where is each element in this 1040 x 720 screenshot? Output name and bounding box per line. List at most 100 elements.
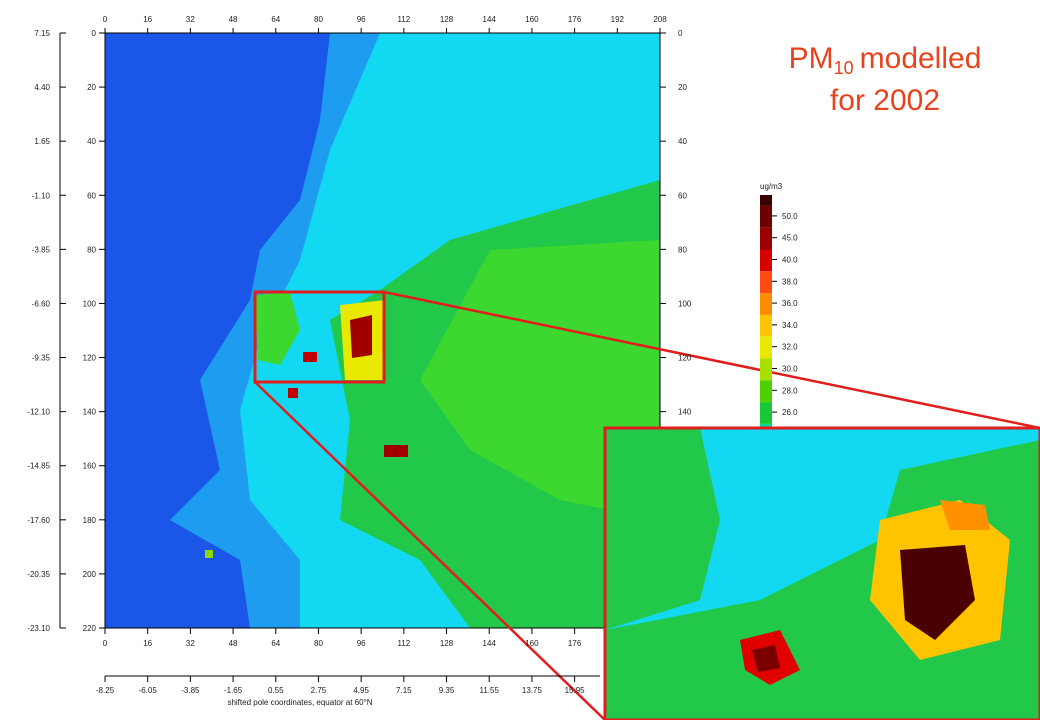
title-rest: modelled: [860, 42, 982, 75]
left-tick-label: 120: [83, 354, 97, 363]
colorbar-swatch: [760, 195, 772, 206]
colorbar-label: 50.0: [782, 212, 798, 221]
colorbar-swatch: [760, 227, 772, 250]
left-coord-label: 1.65: [34, 137, 50, 146]
top-tick-label: 144: [483, 15, 497, 24]
title: PM10 modelled: [789, 42, 982, 78]
colorbar-swatch: [760, 380, 772, 403]
colorbar-label: 32.0: [782, 343, 798, 352]
top-tick-label: 32: [186, 15, 195, 24]
left-tick-label: 60: [87, 191, 96, 200]
left-coord-label: 4.40: [34, 83, 50, 92]
bottom-coord-label: 11.55: [480, 686, 500, 695]
title-sub: 10: [834, 58, 854, 78]
colorbar-label: 40.0: [782, 256, 798, 265]
left-tick-label: 80: [87, 245, 96, 254]
colorbar-swatch: [760, 358, 772, 381]
bottom-tick-label: 176: [568, 639, 582, 648]
left-tick-label: 20: [87, 83, 96, 92]
left-coord-label: -3.85: [32, 245, 51, 254]
bottom-tick-label: 112: [397, 639, 410, 648]
bottom-coord-label: -8.25: [96, 686, 115, 695]
top-tick-label: 16: [143, 15, 152, 24]
colorbar-label: 36.0: [782, 299, 798, 308]
bottom-tick-label: 160: [525, 639, 539, 648]
bottom-tick-label: 0: [103, 639, 108, 648]
colorbar-label: 45.0: [782, 234, 798, 243]
left-tick-label: 200: [83, 570, 97, 579]
bottom-tick-label: 32: [186, 639, 195, 648]
right-tick-label: 40: [678, 137, 687, 146]
right-tick-label: 20: [678, 83, 687, 92]
bottom-coord-label: 4.95: [353, 686, 369, 695]
top-tick-label: 96: [357, 15, 366, 24]
right-tick-label: 60: [678, 191, 687, 200]
left-tick-label: 0: [92, 29, 97, 38]
zoom-line: [383, 290, 1040, 430]
bottom-coord-label: -6.05: [139, 686, 158, 695]
x-axis-label: shifted pole coordinates, equator at 60°…: [227, 698, 372, 707]
left-coord-label: -12.10: [27, 408, 50, 417]
left-coord-label: -17.60: [27, 516, 50, 525]
colorbar-label: 34.0: [782, 321, 798, 330]
left-coord-label: -20.35: [27, 570, 50, 579]
left-tick-label: 140: [83, 408, 97, 417]
colorbar-swatch: [760, 205, 772, 228]
colorbar-label: 38.0: [782, 277, 798, 286]
right-tick-label: 0: [678, 29, 683, 38]
left-tick-label: 180: [83, 516, 97, 525]
bottom-coord-label: 15.95: [565, 686, 586, 695]
left-coord-label: -1.10: [32, 191, 51, 200]
top-tick-label: 0: [103, 15, 108, 24]
bottom-tick-label: 48: [229, 639, 238, 648]
inset-frame: [603, 426, 1040, 720]
colorbar-unit: ug/m3: [760, 182, 783, 191]
bottom-coord-label: 7.15: [396, 686, 412, 695]
title-main: PM: [789, 42, 834, 75]
colorbar-label: 28.0: [782, 386, 798, 395]
bottom-coord-label: -1.65: [224, 686, 243, 695]
top-tick-label: 208: [653, 15, 667, 24]
colorbar-swatch: [760, 402, 772, 424]
right-tick-label: 120: [678, 354, 692, 363]
left-coord-label: -14.85: [27, 462, 50, 471]
bottom-tick-label: 64: [271, 639, 280, 648]
top-tick-label: 112: [397, 15, 410, 24]
right-tick-label: 80: [678, 245, 687, 254]
top-tick-label: 128: [440, 15, 454, 24]
left-coord-label: -6.60: [32, 299, 51, 308]
left-coord-label: 7.15: [34, 29, 50, 38]
bottom-tick-label: 96: [357, 639, 366, 648]
pm10-field: [105, 33, 660, 628]
left-coord-label: -23.10: [27, 624, 50, 633]
top-tick-label: 176: [568, 15, 582, 24]
top-tick-label: 80: [314, 15, 323, 24]
left-coord-label: -9.35: [32, 354, 51, 363]
plot-frame: [104, 32, 661, 629]
colorbar-swatch: [760, 271, 772, 294]
zoom-box: [253, 290, 386, 384]
colorbar-swatch: [760, 249, 772, 272]
top-tick-label: 64: [271, 15, 280, 24]
title-line2: for 2002: [830, 84, 940, 117]
top-tick-label: 192: [611, 15, 625, 24]
top-tick-label: 48: [229, 15, 238, 24]
right-tick-label: 140: [678, 408, 692, 417]
bottom-coord-label: 0.55: [268, 686, 284, 695]
left-tick-label: 40: [87, 137, 96, 146]
bottom-coord-label: 13.75: [522, 686, 543, 695]
bottom-tick-label: 16: [143, 639, 152, 648]
colorbar-swatch: [760, 314, 772, 337]
right-tick-label: 100: [678, 299, 692, 308]
left-tick-label: 100: [83, 299, 97, 308]
bottom-coord-label: -3.85: [181, 686, 200, 695]
bottom-tick-label: 128: [440, 639, 454, 648]
colorbar-label: 26.0: [782, 408, 798, 417]
zoom-inset: [605, 428, 1040, 720]
zoom-line: [254, 381, 606, 720]
left-tick-label: 220: [83, 624, 97, 633]
bottom-tick-label: 80: [314, 639, 323, 648]
colorbar-label: 30.0: [782, 365, 798, 374]
bottom-tick-label: 144: [483, 639, 497, 648]
